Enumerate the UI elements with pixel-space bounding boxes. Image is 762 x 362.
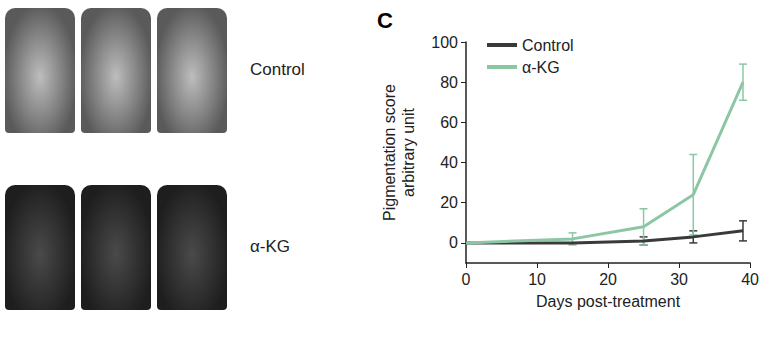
svg-text:40: 40 bbox=[741, 271, 759, 288]
html-text:Control: Control bbox=[250, 60, 305, 79]
svg-text:C: C bbox=[377, 8, 393, 33]
svg-text:20: 20 bbox=[440, 194, 458, 211]
svg-text:arbitrary unit: arbitrary unit bbox=[400, 107, 417, 196]
svg-text:Control: Control bbox=[522, 37, 574, 54]
svg-text:30: 30 bbox=[670, 271, 688, 288]
svg-text:10: 10 bbox=[528, 271, 546, 288]
svg-text:20: 20 bbox=[599, 271, 617, 288]
svg-text:Days post-treatment: Days post-treatment bbox=[536, 293, 681, 310]
svg-text:α-KG: α-KG bbox=[522, 59, 560, 76]
svg-text:0: 0 bbox=[449, 234, 458, 251]
svg-text:60: 60 bbox=[440, 114, 458, 131]
svg-text:40: 40 bbox=[440, 154, 458, 171]
html-text:α-KG: α-KG bbox=[250, 237, 291, 256]
svg-text:100: 100 bbox=[431, 34, 458, 51]
svg-text:Pigmentation score: Pigmentation score bbox=[381, 84, 398, 221]
svg-text:80: 80 bbox=[440, 74, 458, 91]
svg-text:0: 0 bbox=[462, 271, 471, 288]
